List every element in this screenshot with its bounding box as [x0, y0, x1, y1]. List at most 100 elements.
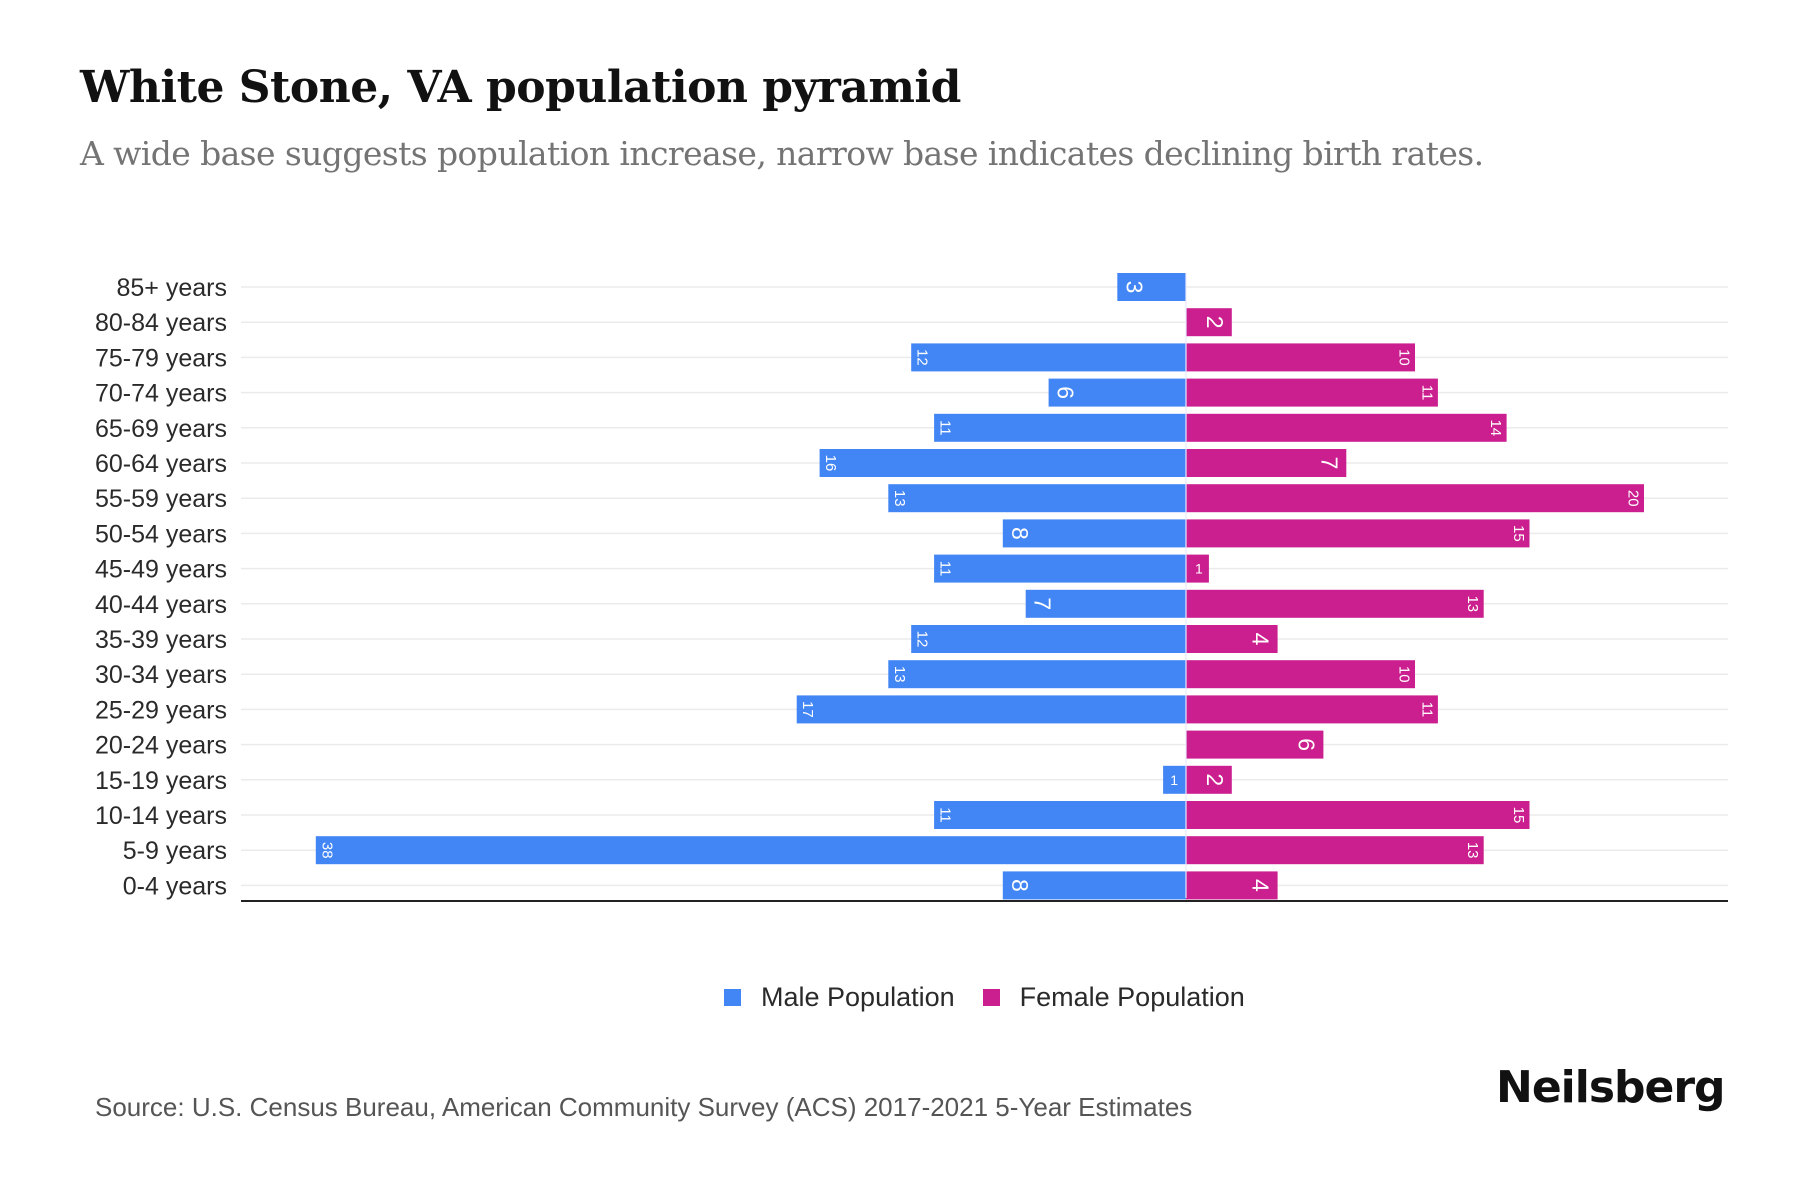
data-label: 4 [1248, 633, 1274, 646]
female-bar[interactable] [1186, 449, 1347, 477]
category-label: 45-49 years [95, 556, 227, 584]
category-label: 15-19 years [95, 767, 227, 795]
data-label: 13 [891, 666, 908, 683]
female-bar[interactable] [1186, 625, 1278, 653]
legend-swatch-female [982, 989, 1000, 1006]
source-note: Source: U.S. Census Bureau, American Com… [95, 1092, 1193, 1122]
female-bar[interactable] [1186, 765, 1232, 794]
female-bar[interactable] [1186, 871, 1278, 900]
female-bar[interactable] [1186, 308, 1232, 337]
legend-label-female: Female Population [1019, 982, 1245, 1012]
data-label: 6 [1293, 738, 1319, 751]
category-label: 75-79 years [95, 344, 227, 372]
data-label: 11 [1418, 702, 1435, 718]
data-label: 4 [1248, 879, 1274, 892]
data-label: 10 [1396, 666, 1413, 683]
data-label: 13 [1464, 842, 1481, 859]
data-label: 15 [1510, 525, 1527, 542]
data-label: 1 [1195, 561, 1203, 577]
male-bar[interactable] [934, 801, 1186, 829]
male-bar[interactable] [796, 695, 1186, 724]
category-label: 5-9 years [123, 837, 227, 865]
male-bar[interactable] [1117, 273, 1186, 301]
legend-label-male: Male Population [761, 982, 955, 1012]
female-bar[interactable] [1186, 730, 1324, 759]
female-bar[interactable] [1186, 660, 1415, 689]
male-bar[interactable] [819, 449, 1186, 477]
data-label: 11 [1418, 385, 1435, 401]
male-bar[interactable] [888, 660, 1186, 689]
male-bar[interactable] [911, 625, 1186, 653]
chart-subtitle: A wide base suggests population increase… [80, 134, 1484, 173]
category-label: 55-59 years [95, 485, 227, 513]
data-label: 11 [937, 561, 954, 577]
data-label: 17 [799, 701, 816, 718]
gridlines [241, 286, 1728, 887]
legend-swatch-male [724, 989, 741, 1006]
category-label: 50-54 years [95, 520, 227, 548]
male-bar[interactable] [1002, 871, 1186, 900]
male-bar[interactable] [315, 836, 1186, 865]
chart-title: White Stone, VA population pyramid [80, 62, 961, 113]
category-label: 10-14 years [95, 802, 227, 830]
category-label: 85+ years [117, 274, 228, 302]
data-label: 11 [937, 807, 954, 823]
data-label: 6 [1053, 386, 1079, 399]
data-label: 7 [1316, 457, 1342, 470]
category-label: 30-34 years [95, 661, 227, 689]
neilsberg-logo[interactable]: Neilsberg [1496, 1062, 1726, 1113]
category-labels: 85+ years 80-84 years 75-79 years 70-74 yea… [95, 274, 227, 900]
data-label: 16 [822, 455, 839, 472]
male-bar[interactable] [934, 554, 1186, 583]
data-label: 12 [914, 349, 931, 366]
data-label: 38 [318, 842, 335, 859]
female-bar[interactable] [1186, 343, 1415, 372]
legend-item-female[interactable]: Female Population [982, 982, 1245, 1013]
category-label: 20-24 years [95, 732, 227, 760]
category-label: 65-69 years [95, 415, 227, 443]
female-bar[interactable] [1186, 378, 1438, 407]
male-bar[interactable] [1048, 378, 1186, 407]
male-bar[interactable] [1002, 519, 1186, 548]
legend: Male Population Female Population [724, 982, 1273, 1013]
bars [315, 273, 1644, 900]
category-label: 0-4 years [123, 872, 227, 900]
category-label: 25-29 years [95, 696, 227, 724]
data-label: 2 [1202, 316, 1228, 329]
data-label: 3 [1121, 281, 1147, 294]
data-label: 12 [914, 631, 931, 648]
category-label: 80-84 years [95, 309, 227, 337]
category-label: 60-64 years [95, 450, 227, 478]
male-bar[interactable] [1025, 589, 1186, 618]
data-label: 14 [1487, 419, 1504, 436]
data-label: 8 [1007, 527, 1033, 540]
female-bar[interactable] [1186, 836, 1484, 865]
female-bar[interactable] [1186, 519, 1530, 548]
data-label: 10 [1396, 349, 1413, 366]
female-bar[interactable] [1186, 589, 1484, 618]
category-label: 35-39 years [95, 626, 227, 654]
data-label: 13 [891, 490, 908, 507]
female-bar[interactable] [1186, 554, 1209, 583]
female-bar[interactable] [1186, 695, 1438, 724]
legend-item-male[interactable]: Male Population [724, 982, 955, 1013]
category-label: 70-74 years [95, 380, 227, 408]
female-bar[interactable] [1186, 484, 1644, 513]
female-bar[interactable] [1186, 801, 1530, 829]
data-label: 2 [1202, 773, 1228, 786]
data-label: 20 [1625, 490, 1642, 507]
female-bar[interactable] [1186, 413, 1507, 442]
data-label: 1 [1170, 772, 1178, 788]
data-label: 11 [937, 420, 954, 436]
male-bar[interactable] [934, 413, 1186, 442]
data-label: 7 [1030, 597, 1056, 610]
category-label: 40-44 years [95, 591, 227, 619]
data-labels: 3126111613811712131711138821011147201511… [318, 281, 1641, 892]
data-label: 13 [1464, 595, 1481, 612]
data-label: 15 [1510, 807, 1527, 824]
data-label: 8 [1007, 879, 1033, 892]
male-bar[interactable] [911, 343, 1186, 372]
male-bar[interactable] [888, 484, 1186, 513]
male-bar[interactable] [1163, 765, 1186, 794]
